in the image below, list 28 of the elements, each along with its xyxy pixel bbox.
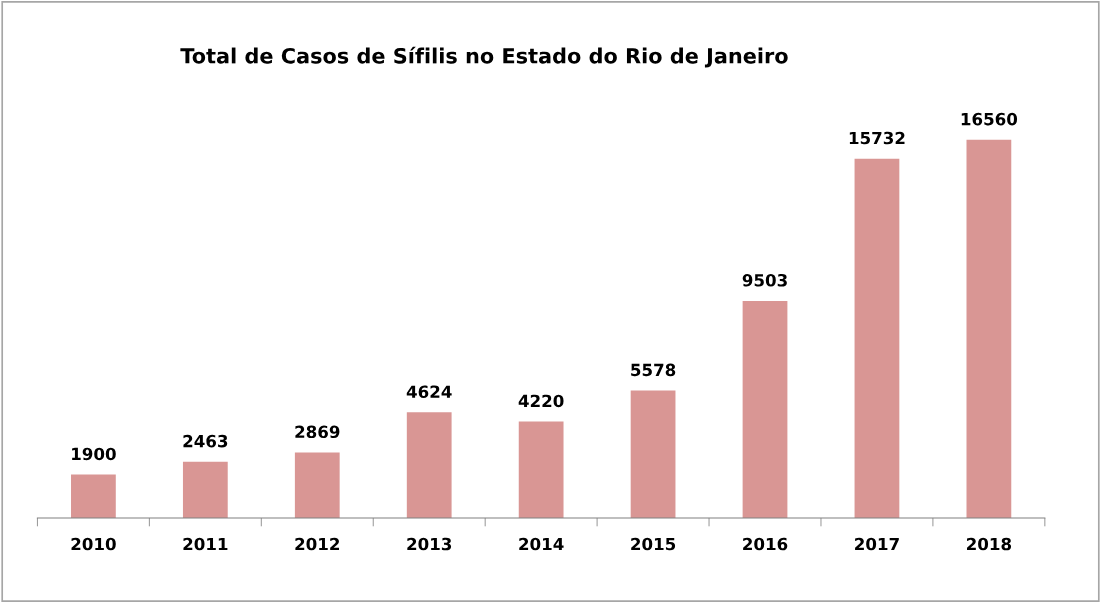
bar: [630, 390, 676, 518]
data-label: 4220: [518, 394, 564, 408]
bar: [182, 461, 228, 518]
data-label: 2869: [295, 425, 340, 439]
x-tick-label: 2010: [71, 537, 116, 551]
x-tick-label: 2017: [855, 537, 899, 551]
bar: [742, 300, 788, 518]
chart-title: Total de Casos de Sífilis no Estado do Rio de Janeiro: [180, 46, 788, 68]
data-label: 1900: [72, 447, 116, 461]
data-label: 16560: [961, 112, 1018, 126]
bar: [854, 158, 900, 518]
data-label: 9503: [742, 273, 787, 287]
data-label: 5578: [631, 363, 676, 377]
x-tick-label: 2018: [967, 537, 1012, 551]
x-tick-label: 2014: [519, 537, 564, 551]
bar: [294, 452, 340, 518]
x-tick-label: 2011: [183, 537, 228, 551]
bar: [966, 139, 1012, 518]
x-tick-label: 2013: [407, 537, 452, 551]
data-label: 2463: [183, 434, 228, 448]
x-tick-label: 2016: [743, 537, 788, 551]
bar: [518, 421, 564, 518]
data-label: 15732: [849, 131, 905, 145]
x-tick-label: 2012: [295, 537, 340, 551]
data-label: 4624: [406, 385, 452, 399]
x-tick-label: 2015: [631, 537, 676, 551]
bar: [406, 412, 452, 518]
bar: [71, 474, 116, 518]
